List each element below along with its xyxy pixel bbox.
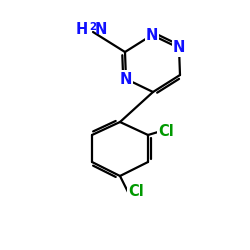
Text: H: H (76, 22, 88, 38)
Text: N: N (120, 72, 132, 86)
Text: Cl: Cl (158, 124, 174, 140)
Text: 2: 2 (89, 22, 96, 32)
Text: N: N (146, 28, 158, 42)
Text: Cl: Cl (128, 184, 144, 200)
Text: N: N (95, 22, 108, 38)
Text: N: N (173, 40, 185, 56)
